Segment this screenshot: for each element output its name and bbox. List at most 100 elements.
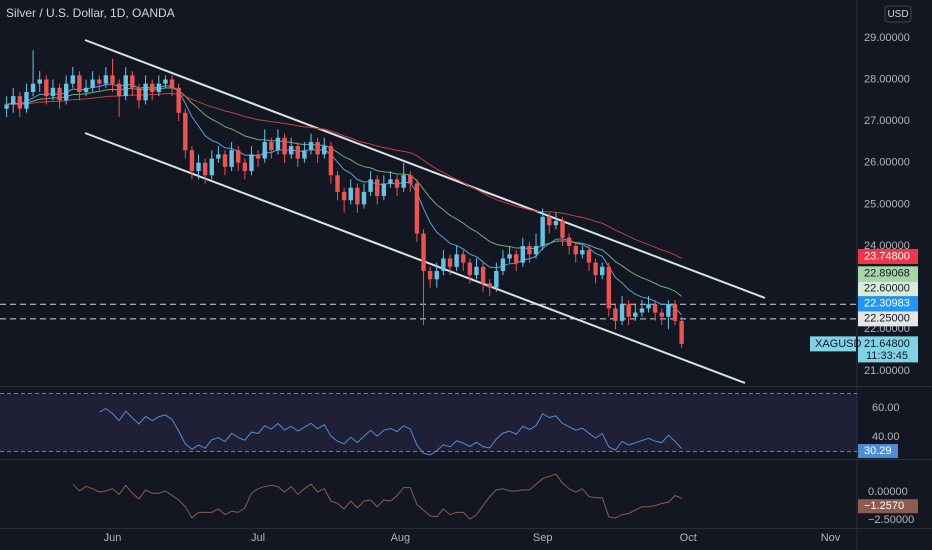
candle-body xyxy=(533,245,539,255)
candle-body xyxy=(361,191,367,205)
candle-body xyxy=(236,150,241,163)
candle-body xyxy=(24,91,29,109)
price-tag-label: 22.89068 xyxy=(864,268,910,280)
candle-body xyxy=(70,75,75,84)
candle-body xyxy=(679,320,684,344)
candle-body xyxy=(143,83,148,101)
candle-body xyxy=(639,308,645,313)
candle-body xyxy=(388,179,393,184)
candle-body xyxy=(123,75,128,97)
candle-body xyxy=(593,262,598,276)
rsi-line xyxy=(99,407,682,456)
candle-body xyxy=(666,304,671,317)
candle-body xyxy=(37,79,42,84)
momentum-last-label: −1.2570 xyxy=(864,500,904,512)
candle-body xyxy=(196,162,201,172)
x-tick-label: Sep xyxy=(533,532,553,544)
candle-body xyxy=(613,308,618,321)
price-tag xyxy=(858,296,918,312)
candle-body xyxy=(169,79,175,88)
y-tick-label: 26.00000 xyxy=(864,157,910,169)
candle-body xyxy=(487,283,492,288)
candle-body xyxy=(262,141,267,159)
x-tick-label: Nov xyxy=(821,532,841,544)
candle-body xyxy=(619,304,625,321)
candle-body xyxy=(368,179,373,192)
candle-body xyxy=(209,158,214,176)
y-tick-label: 27.00000 xyxy=(864,115,910,127)
candle-body xyxy=(97,79,102,84)
candle-body xyxy=(547,216,552,226)
price-tag xyxy=(858,248,918,264)
momentum-tick-label: 0.00000 xyxy=(868,486,908,498)
candle-body xyxy=(606,266,612,309)
candle-body xyxy=(269,141,274,151)
candle-body xyxy=(560,221,565,238)
candle-body xyxy=(672,304,678,321)
price-tag-label: 22.30983 xyxy=(864,298,910,310)
candle-body xyxy=(447,258,453,267)
candle-body xyxy=(255,154,261,159)
candle-body xyxy=(513,254,519,263)
candle-body xyxy=(116,83,122,97)
candle-body xyxy=(103,75,109,84)
x-tick-label: Aug xyxy=(391,532,411,544)
candle-body xyxy=(282,137,287,155)
candle-body xyxy=(183,112,188,151)
candle-body xyxy=(136,87,142,101)
rsi-last-label: 30.29 xyxy=(864,445,892,457)
candle-body xyxy=(83,87,89,92)
candle-body xyxy=(474,266,479,276)
candle-body xyxy=(414,183,420,234)
currency-label[interactable]: USD xyxy=(887,9,908,20)
symbol-label: XAGUSD xyxy=(815,338,862,350)
candle-body xyxy=(328,146,334,176)
candle-body xyxy=(242,162,248,172)
candle-body xyxy=(150,83,155,92)
candle-body xyxy=(454,254,459,267)
y-tick-label: 29.00000 xyxy=(864,32,910,44)
rsi-band xyxy=(0,393,857,452)
momentum-line xyxy=(72,473,682,520)
candle-body xyxy=(394,179,400,188)
candle-body xyxy=(322,146,327,155)
candle-body xyxy=(216,154,221,159)
last-price-label: 21.64800 xyxy=(864,338,910,350)
candle-body xyxy=(494,270,499,288)
candle-body xyxy=(540,216,545,246)
y-tick-label: 28.00000 xyxy=(864,73,910,85)
candle-body xyxy=(527,245,532,255)
candle-body xyxy=(600,266,605,276)
candle-body xyxy=(348,187,353,201)
candle-body xyxy=(77,75,82,92)
candle-body xyxy=(63,83,69,101)
candle-body xyxy=(421,233,426,271)
candle-body xyxy=(302,150,307,159)
candle-body xyxy=(375,179,380,197)
price-tag xyxy=(858,311,918,327)
y-tick-label: 24.00000 xyxy=(864,240,910,252)
candle-body xyxy=(633,312,638,317)
candle-body xyxy=(434,270,439,280)
candle-body xyxy=(222,154,228,167)
candle-body xyxy=(573,245,578,255)
candle-body xyxy=(646,304,651,309)
candle-body xyxy=(408,175,413,184)
candle-body xyxy=(467,262,473,276)
candle-body xyxy=(57,87,62,101)
price-tag-label: 22.25000 xyxy=(864,313,910,325)
candle-body xyxy=(586,250,592,263)
currency-button[interactable] xyxy=(884,5,912,23)
candle-body xyxy=(50,87,56,97)
candle-body xyxy=(381,183,387,197)
candle-body xyxy=(176,87,181,113)
candle-body xyxy=(626,304,631,317)
candle-body xyxy=(507,254,512,259)
candle-body xyxy=(441,258,446,271)
candle-body xyxy=(44,79,49,97)
candle-body xyxy=(249,154,254,172)
candle-body xyxy=(11,96,16,105)
candle-body xyxy=(156,83,162,92)
x-tick-label: Jul xyxy=(251,532,265,544)
